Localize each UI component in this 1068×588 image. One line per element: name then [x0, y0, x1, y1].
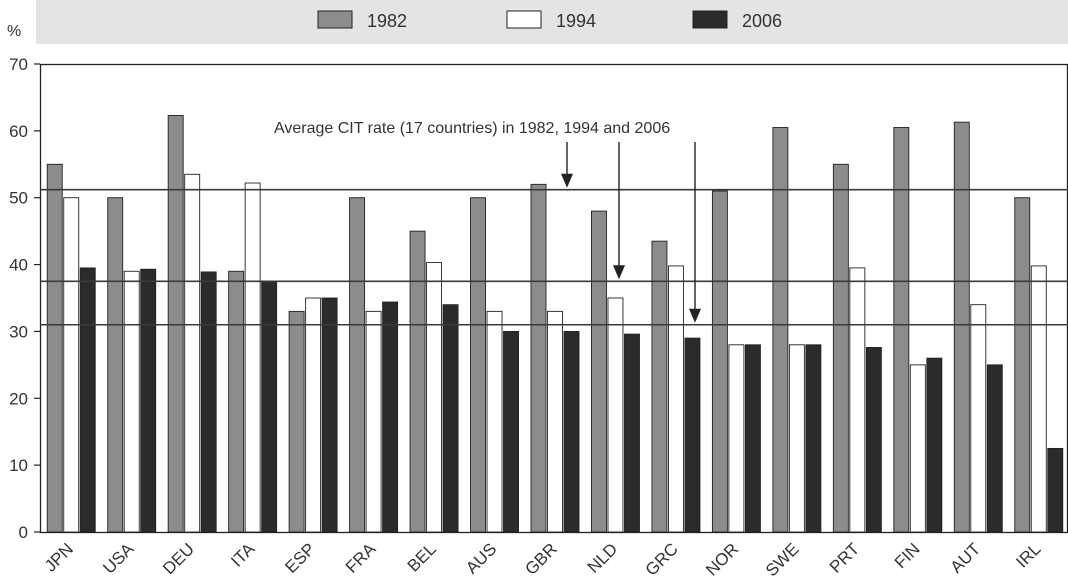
bar-AUS-1982 [470, 197, 486, 533]
x-tick-label-PRT: PRT [826, 539, 863, 576]
bar-BEL-2006 [442, 304, 459, 533]
x-tick-label-JPN: JPN [41, 539, 77, 575]
bar-IRL-1982 [1014, 197, 1031, 533]
x-tick-label-ITA: ITA [227, 539, 259, 571]
y-tick-label-0: 0 [19, 523, 28, 542]
y-tick-label-50: 50 [9, 189, 28, 208]
y-tick-label-40: 40 [9, 256, 28, 275]
x-tick-label-USA: USA [99, 539, 138, 578]
bar-JPN-1982 [46, 163, 63, 533]
annotation-arrows [561, 142, 701, 323]
bar-FIN-1994 [909, 364, 926, 533]
bar-FRA-1994 [365, 310, 382, 533]
x-axis-labels: JPN USA DEU ITA ESP FRA BEL AUS GBR NLD GRC NOR SWE P… [41, 539, 1045, 580]
bar-NLD-1982 [591, 210, 607, 533]
bar-DEU-1994 [184, 173, 201, 533]
bar-GBR-1982 [530, 183, 547, 533]
legend: 1982 1994 2006 [317, 10, 782, 31]
legend-swatch-2006 [692, 10, 728, 29]
bar-GBR-2006 [563, 330, 580, 533]
bar-IRL-1994 [1030, 265, 1047, 533]
bar-ITA-2006 [261, 280, 278, 533]
bar-AUS-2006 [503, 330, 519, 533]
x-tick-label-DEU: DEU [159, 539, 198, 578]
annotation-arrow-head-2006 [689, 308, 701, 323]
y-tick-label-60: 60 [9, 122, 28, 141]
bar-FIN-1982 [893, 127, 910, 533]
bar-JPN-1994 [63, 197, 80, 533]
y-axis-ticks: 0 10 20 30 40 50 60 70 [9, 55, 40, 542]
legend-swatch-1994 [506, 10, 542, 29]
bar-DEU-1982 [167, 115, 184, 533]
legend-label-2006: 2006 [742, 11, 782, 31]
legend-label-1982: 1982 [367, 11, 407, 31]
bar-GBR-1994 [547, 310, 563, 533]
bar-GRC-2006 [684, 337, 701, 533]
bar-SWE-1994 [788, 344, 805, 533]
bar-AUT-2006 [986, 364, 1003, 533]
legend-label-1994: 1994 [556, 11, 596, 31]
bar-ITA-1982 [228, 270, 245, 533]
x-tick-label-FRA: FRA [342, 539, 380, 577]
bar-BEL-1994 [426, 262, 443, 533]
bar-IRL-2006 [1047, 447, 1064, 533]
bar-FRA-1982 [349, 197, 366, 533]
bar-PRT-2006 [865, 347, 882, 533]
x-tick-label-GRC: GRC [642, 539, 682, 579]
y-tick-label-70: 70 [9, 55, 28, 74]
y-tick-label-10: 10 [9, 456, 28, 475]
annotation-text: Average CIT rate (17 countries) in 1982,… [274, 120, 670, 137]
bar-NOR-1994 [728, 344, 745, 533]
bar-FRA-2006 [382, 301, 399, 533]
x-tick-label-SWE: SWE [762, 539, 803, 580]
legend-band [36, 0, 1068, 44]
bar-USA-1982 [107, 197, 124, 533]
bar-PRT-1994 [849, 267, 866, 533]
x-tick-label-FIN: FIN [891, 539, 924, 572]
bar-AUT-1994 [970, 304, 987, 533]
x-tick-label-IRL: IRL [1012, 539, 1044, 571]
bar-ESP-1994 [305, 297, 322, 533]
bar-USA-1994 [123, 270, 140, 533]
bar-PRT-1982 [832, 163, 849, 533]
bar-GRC-1994 [667, 265, 684, 533]
legend-swatch-1982 [317, 10, 353, 29]
average-lines [40, 188, 1068, 326]
annotation-arrow-head-1994 [613, 265, 625, 280]
bar-NOR-1982 [711, 190, 728, 533]
x-tick-label-AUT: AUT [947, 539, 984, 576]
bar-NLD-2006 [624, 333, 640, 533]
y-axis-unit-label: % [7, 23, 21, 40]
bar-GRC-1982 [651, 240, 668, 533]
bar-SWE-2006 [805, 344, 822, 533]
y-tick-label-30: 30 [9, 322, 28, 341]
x-tick-label-AUS: AUS [462, 539, 500, 577]
bar-AUT-1982 [953, 121, 970, 533]
bar-USA-2006 [140, 268, 157, 533]
bar-ESP-2006 [321, 297, 338, 533]
bar-BEL-1982 [409, 230, 426, 533]
annotation-arrow-head-1982 [561, 173, 573, 188]
x-tick-label-NOR: NOR [702, 539, 742, 579]
x-tick-label-ESP: ESP [281, 539, 318, 576]
bar-JPN-2006 [79, 267, 96, 533]
bars [46, 115, 1064, 533]
bar-SWE-1982 [772, 127, 789, 533]
x-tick-label-NLD: NLD [584, 539, 621, 576]
bar-AUS-1994 [486, 310, 503, 533]
bar-NOR-2006 [744, 344, 761, 533]
x-tick-label-GBR: GBR [521, 539, 560, 578]
bar-ESP-1982 [288, 310, 305, 533]
x-tick-label-BEL: BEL [404, 539, 440, 575]
y-tick-label-20: 20 [9, 389, 28, 408]
bar-DEU-2006 [200, 271, 217, 533]
bar-FIN-2006 [926, 357, 943, 533]
bar-NLD-1994 [607, 297, 624, 533]
bar-ITA-1994 [244, 182, 261, 533]
